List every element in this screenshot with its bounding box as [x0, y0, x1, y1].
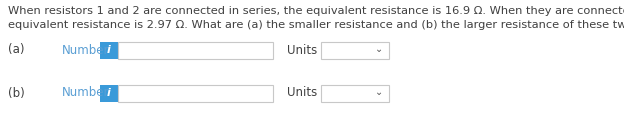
FancyBboxPatch shape	[100, 84, 118, 102]
FancyBboxPatch shape	[321, 42, 389, 59]
FancyBboxPatch shape	[118, 84, 273, 102]
Text: Number: Number	[62, 43, 109, 56]
Text: i: i	[107, 45, 111, 55]
Text: equivalent resistance is 2.97 Ω. What are (a) the smaller resistance and (b) the: equivalent resistance is 2.97 Ω. What ar…	[8, 20, 624, 30]
Text: Number: Number	[62, 87, 109, 99]
Text: Units: Units	[287, 87, 317, 99]
FancyBboxPatch shape	[321, 84, 389, 102]
FancyBboxPatch shape	[100, 42, 118, 59]
Text: (a): (a)	[8, 43, 24, 56]
Text: Units: Units	[287, 43, 317, 56]
Text: ⌄: ⌄	[375, 44, 383, 54]
Text: i: i	[107, 88, 111, 98]
FancyBboxPatch shape	[118, 42, 273, 59]
Text: (b): (b)	[8, 87, 25, 99]
Text: When resistors 1 and 2 are connected in series, the equivalent resistance is 16.: When resistors 1 and 2 are connected in …	[8, 6, 624, 16]
Text: ⌄: ⌄	[375, 87, 383, 97]
